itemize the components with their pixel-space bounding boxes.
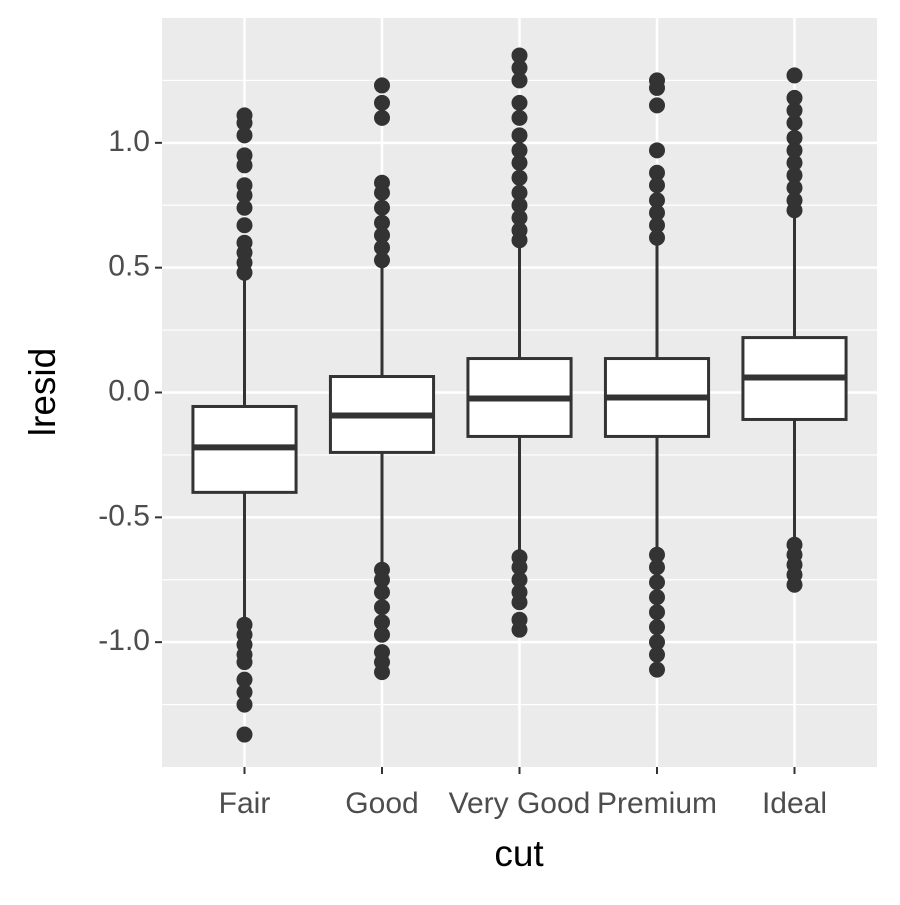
outlier — [236, 114, 253, 131]
outlier — [649, 204, 665, 221]
outlier — [374, 584, 390, 601]
outlier — [786, 114, 803, 131]
outlier — [649, 634, 665, 651]
outlier — [236, 187, 253, 204]
outlier — [649, 177, 665, 194]
outlier — [786, 89, 803, 106]
outlier — [511, 232, 528, 249]
outlier — [649, 97, 665, 114]
outlier — [511, 571, 528, 588]
outlier — [649, 604, 665, 621]
outlier — [236, 696, 253, 713]
x-axis-title: cut — [494, 833, 544, 874]
outlier — [786, 202, 803, 219]
outlier — [374, 227, 390, 244]
y-tick-label: 0.5 — [108, 250, 150, 283]
outlier — [649, 192, 665, 209]
outlier — [511, 169, 528, 186]
y-tick-label: 0.0 — [108, 374, 150, 407]
outlier — [236, 217, 253, 234]
outlier — [374, 252, 390, 269]
outlier — [786, 179, 803, 196]
outlier — [236, 127, 253, 144]
outlier — [649, 574, 665, 591]
outlier — [374, 94, 390, 111]
y-axis-title: lresid — [22, 348, 63, 436]
outlier — [649, 661, 665, 678]
outlier — [374, 664, 390, 681]
outlier — [374, 199, 390, 216]
outlier — [511, 127, 528, 144]
outlier — [786, 102, 803, 119]
outlier — [236, 199, 253, 216]
outlier — [511, 559, 528, 576]
outlier — [511, 621, 528, 638]
outlier — [236, 684, 253, 701]
outlier — [374, 626, 390, 643]
outlier — [374, 614, 390, 631]
outlier — [511, 94, 528, 111]
outlier — [649, 589, 665, 606]
outlier — [236, 726, 253, 743]
outlier — [786, 576, 803, 593]
outlier — [374, 184, 390, 201]
outlier — [236, 654, 253, 671]
outlier — [786, 129, 803, 146]
outlier — [649, 559, 665, 576]
outlier — [374, 77, 390, 94]
outlier — [649, 79, 665, 96]
outlier — [786, 67, 803, 84]
outlier — [786, 154, 803, 171]
y-tick-label: -0.5 — [98, 499, 150, 532]
outlier — [511, 109, 528, 126]
outlier — [236, 671, 253, 688]
x-tick-label: Very Good — [449, 787, 591, 820]
outlier — [511, 184, 528, 201]
outlier — [649, 229, 665, 246]
y-tick-label: 1.0 — [108, 125, 150, 158]
x-tick-label: Premium — [597, 787, 717, 820]
outlier — [786, 167, 803, 184]
outlier — [511, 59, 528, 76]
outlier — [511, 72, 528, 89]
outlier — [374, 214, 390, 231]
outlier — [511, 142, 528, 159]
outlier — [374, 239, 390, 256]
outlier — [511, 47, 528, 64]
outlier — [236, 157, 253, 174]
outlier — [649, 546, 665, 563]
outlier — [511, 209, 528, 226]
outlier — [511, 197, 528, 214]
outlier — [649, 142, 665, 159]
x-tick-label: Fair — [219, 787, 271, 820]
outlier — [649, 619, 665, 636]
x-tick-label: Good — [345, 787, 418, 820]
y-tick-label: -1.0 — [98, 624, 150, 657]
outlier — [786, 142, 803, 159]
outlier — [374, 109, 390, 126]
outlier — [649, 217, 665, 234]
outlier — [374, 599, 390, 616]
outlier — [649, 646, 665, 663]
outlier — [649, 164, 665, 181]
x-tick-label: Ideal — [762, 787, 827, 820]
outlier — [511, 154, 528, 171]
outlier — [236, 264, 253, 281]
outlier — [511, 594, 528, 611]
outlier — [374, 571, 390, 588]
